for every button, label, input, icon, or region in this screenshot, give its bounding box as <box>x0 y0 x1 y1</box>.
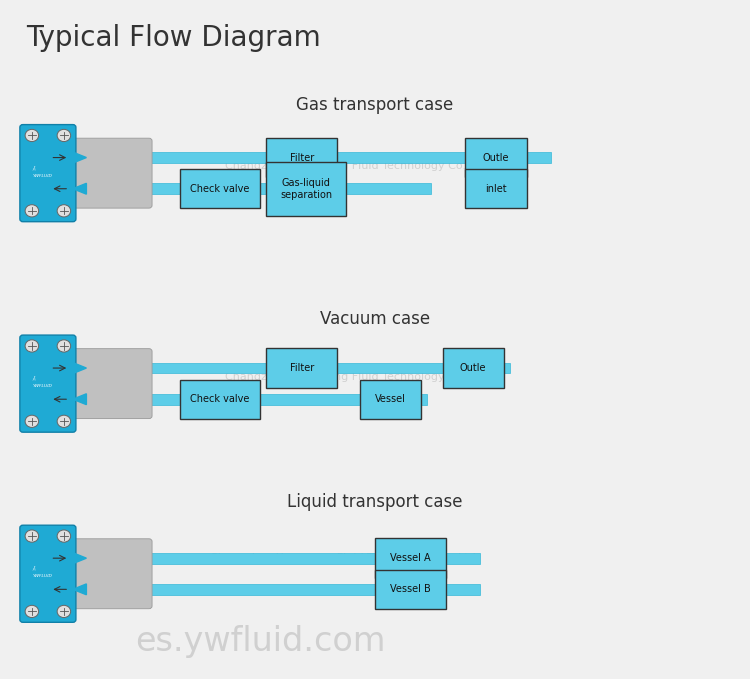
FancyBboxPatch shape <box>375 538 446 578</box>
Text: YWFLUID: YWFLUID <box>32 574 53 579</box>
FancyBboxPatch shape <box>68 539 152 608</box>
Circle shape <box>57 340 70 352</box>
Text: /\: /\ <box>32 165 36 170</box>
Polygon shape <box>73 584 86 595</box>
Text: Filter: Filter <box>290 363 314 373</box>
Text: Changzhou Yuanwang Fluid Technology Co., Ltd: Changzhou Yuanwang Fluid Technology Co.,… <box>210 553 476 563</box>
Circle shape <box>25 205 38 217</box>
Text: /\: /\ <box>32 375 36 381</box>
FancyBboxPatch shape <box>20 125 76 221</box>
FancyBboxPatch shape <box>465 169 526 208</box>
Circle shape <box>25 606 38 618</box>
Text: Outle: Outle <box>460 363 487 373</box>
Polygon shape <box>73 363 86 373</box>
Text: Filter: Filter <box>290 153 314 162</box>
Polygon shape <box>73 553 86 564</box>
Text: Check valve: Check valve <box>190 394 250 404</box>
Bar <box>86 363 510 373</box>
Text: Vacuum case: Vacuum case <box>320 310 430 328</box>
FancyBboxPatch shape <box>266 348 338 388</box>
Text: Liquid transport case: Liquid transport case <box>287 494 463 511</box>
Circle shape <box>57 205 70 217</box>
FancyBboxPatch shape <box>266 162 346 216</box>
Text: inlet: inlet <box>485 184 506 194</box>
Text: Gas-liquid
separation: Gas-liquid separation <box>280 178 332 200</box>
Text: es.ywfluid.com: es.ywfluid.com <box>135 625 386 658</box>
Text: YWFLUID: YWFLUID <box>32 174 53 178</box>
Text: Vessel A: Vessel A <box>390 553 431 563</box>
Bar <box>86 584 480 595</box>
Bar <box>86 553 480 564</box>
Bar <box>86 152 551 163</box>
FancyBboxPatch shape <box>266 138 338 177</box>
Circle shape <box>25 340 38 352</box>
FancyBboxPatch shape <box>465 138 526 177</box>
Text: Vessel B: Vessel B <box>390 585 431 594</box>
Circle shape <box>57 530 70 542</box>
Circle shape <box>57 416 70 428</box>
Text: Outle: Outle <box>482 153 509 162</box>
Text: Vessel: Vessel <box>375 394 406 404</box>
Bar <box>86 183 431 194</box>
Circle shape <box>57 606 70 618</box>
Circle shape <box>25 416 38 428</box>
Polygon shape <box>73 183 86 194</box>
FancyBboxPatch shape <box>68 349 152 418</box>
FancyBboxPatch shape <box>180 380 260 419</box>
FancyBboxPatch shape <box>20 335 76 433</box>
Circle shape <box>25 530 38 542</box>
Bar <box>86 394 427 405</box>
FancyBboxPatch shape <box>360 380 422 419</box>
FancyBboxPatch shape <box>375 570 446 609</box>
Text: Changzhou Yuanwang Fluid Technology Co., Ltd: Changzhou Yuanwang Fluid Technology Co.,… <box>225 372 490 382</box>
FancyBboxPatch shape <box>180 169 260 208</box>
FancyBboxPatch shape <box>68 139 152 208</box>
Text: Gas transport case: Gas transport case <box>296 96 454 114</box>
Circle shape <box>57 130 70 142</box>
Text: Check valve: Check valve <box>190 184 250 194</box>
Text: YWFLUID: YWFLUID <box>32 384 53 388</box>
Text: Typical Flow Diagram: Typical Flow Diagram <box>26 24 321 52</box>
Polygon shape <box>73 152 86 163</box>
Text: /\: /\ <box>32 566 36 571</box>
Text: Changzhou Yuanwang Fluid Technology Co., Ltd: Changzhou Yuanwang Fluid Technology Co.,… <box>225 162 490 171</box>
FancyBboxPatch shape <box>442 348 504 388</box>
FancyBboxPatch shape <box>20 526 76 622</box>
Polygon shape <box>73 394 86 405</box>
Circle shape <box>25 130 38 142</box>
